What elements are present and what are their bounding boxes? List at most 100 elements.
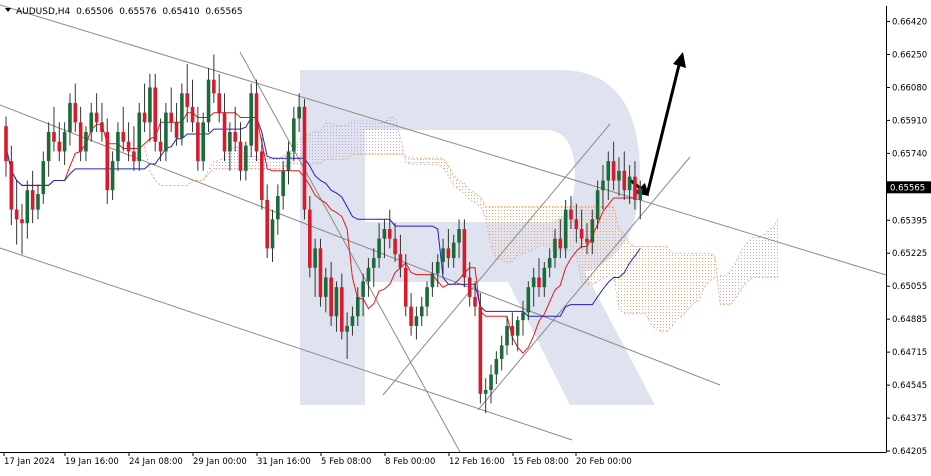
candle-body — [499, 345, 504, 359]
cloud-segment — [539, 206, 545, 247]
y-tick-label: 0.65910 — [892, 116, 927, 126]
cloud-segment — [762, 230, 769, 278]
candle-body — [467, 277, 472, 297]
candle-body — [137, 112, 142, 162]
candle-body — [121, 132, 126, 142]
candle-body — [483, 389, 488, 394]
x-tick-label: 12 Feb 16:00 — [449, 457, 505, 467]
channel-upper-line — [382, 123, 611, 396]
candle-body — [254, 93, 259, 152]
candle-body — [30, 190, 35, 210]
header-low: 0.65410 — [162, 7, 199, 17]
candle-body — [585, 238, 589, 243]
candle-body — [329, 277, 333, 317]
candle-body — [451, 242, 456, 259]
current-price-label: 0.65565 — [890, 183, 925, 193]
candle-body — [617, 170, 621, 181]
cloud-segment — [352, 120, 358, 155]
candle-body — [84, 132, 88, 152]
candle-body — [324, 277, 328, 297]
candle-body — [462, 229, 467, 278]
cloud-segment — [277, 156, 284, 169]
header-text: AUDUSD,H4 0.65506 0.65576 0.65410 0.6556… — [16, 7, 243, 17]
cloud-segment — [634, 246, 641, 314]
x-tick-label: 5 Feb 08:00 — [321, 457, 371, 467]
candle-body — [361, 281, 365, 297]
y-tick-label: 0.65740 — [892, 149, 927, 159]
y-tick-label: 0.64545 — [892, 381, 927, 391]
cloud-segment — [459, 180, 465, 194]
header-close: 0.65565 — [205, 7, 242, 17]
y-axis: 0.66420 0.66250 0.66080 0.65910 0.65740 0.655… — [886, 18, 931, 457]
y-tick-label: 0.65225 — [892, 249, 927, 259]
cloud-segment — [363, 120, 369, 155]
candle-body — [313, 248, 317, 268]
cloud-segment — [773, 216, 779, 278]
cloud-segment — [581, 206, 587, 285]
candle-body — [430, 273, 435, 288]
candle-body — [515, 320, 520, 336]
candle-body — [100, 122, 104, 133]
cloud-segment — [469, 190, 476, 203]
chart-header: AUDUSD,H4 0.65506 0.65576 0.65410 0.6556… — [5, 7, 243, 17]
candle-body — [414, 316, 419, 326]
cloud-segment — [251, 156, 257, 169]
candle-body — [9, 161, 14, 210]
y-tick-label: 0.65055 — [892, 282, 927, 292]
cloud-segment — [512, 206, 518, 262]
candle-body — [398, 254, 403, 268]
cloud-segment — [752, 237, 758, 278]
candle-body — [169, 112, 174, 123]
cloud-segment — [149, 170, 156, 181]
cloud-segment — [336, 125, 342, 160]
candle-body — [148, 87, 152, 123]
cloud-segment — [475, 193, 481, 207]
candle-body — [57, 141, 62, 152]
cloud-segment — [544, 206, 550, 250]
candle-body — [478, 306, 483, 394]
cloud-segment — [309, 130, 316, 165]
cloud-segment — [325, 123, 332, 160]
cloud-segment — [427, 158, 433, 165]
candle-body — [355, 296, 360, 317]
candle-body — [292, 118, 296, 152]
y-tick-label: 0.66250 — [892, 50, 927, 60]
cloud-segment — [704, 253, 710, 288]
candle-body — [638, 188, 643, 200]
candle-body — [366, 267, 371, 282]
y-tick-label: 0.66420 — [892, 18, 927, 28]
y-tick-label: 0.66080 — [892, 83, 927, 93]
candle-body — [297, 106, 301, 119]
cloud-segment — [416, 158, 422, 165]
candle-body — [606, 161, 611, 181]
cloud-segment — [272, 158, 278, 169]
candle-body — [633, 176, 637, 200]
dropdown-triangle-icon[interactable] — [5, 8, 11, 12]
x-tick-label: 24 Jan 08:00 — [129, 457, 183, 467]
cloud-segment — [533, 206, 539, 250]
candle-body — [441, 248, 445, 262]
candle-body — [622, 170, 627, 191]
candle-body — [78, 122, 83, 152]
cloud-segment — [485, 206, 492, 247]
candle-body — [521, 312, 525, 321]
trend-line-lower — [0, 247, 573, 441]
candle-body — [563, 209, 568, 249]
candle-body — [164, 112, 168, 152]
candle-body — [526, 287, 531, 313]
candle-body — [553, 238, 557, 259]
candle-body — [308, 209, 312, 268]
cloud-segment — [698, 253, 705, 301]
candle-body — [627, 176, 632, 191]
cloud-segment — [757, 235, 763, 278]
cloud-segment — [720, 275, 726, 305]
candle-body — [185, 93, 190, 107]
candle-body — [393, 238, 397, 255]
candle-body — [601, 180, 605, 191]
candle-body — [196, 122, 200, 162]
cloud-segment — [453, 175, 460, 191]
cloud-segment — [229, 146, 236, 169]
candle-body — [302, 106, 307, 210]
ichimoku-cloud — [144, 117, 780, 333]
